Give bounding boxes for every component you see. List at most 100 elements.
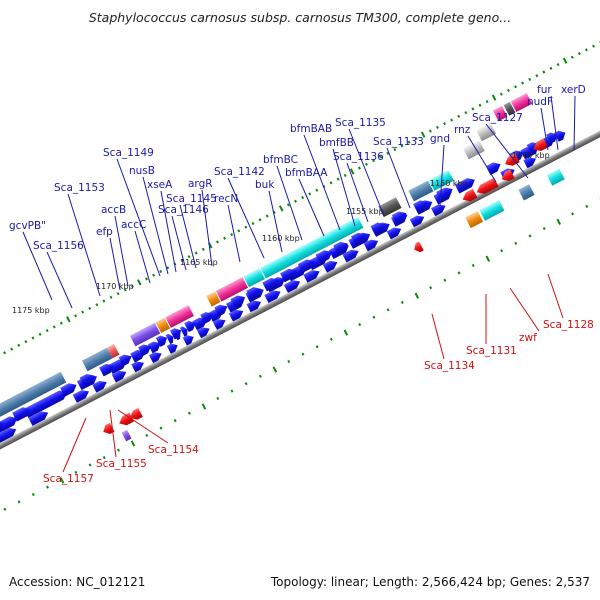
gene-arrow-forward[interactable] — [280, 266, 299, 283]
gene-label-top[interactable]: argR — [188, 178, 213, 190]
gene-arrow-forward[interactable] — [184, 319, 197, 333]
gene-arrow-forward[interactable] — [363, 237, 381, 252]
gene-arrow-forward[interactable] — [0, 414, 19, 441]
gene-arrow-reverse[interactable] — [117, 412, 134, 428]
feature-box[interactable] — [546, 168, 565, 186]
gene-arrow-forward[interactable] — [165, 332, 176, 345]
feature-box[interactable] — [378, 197, 402, 218]
gene-label-top[interactable]: Sca_1133 — [373, 136, 424, 148]
feature-box[interactable] — [121, 429, 132, 442]
gene-arrow-forward[interactable] — [147, 339, 163, 354]
gene-arrow-forward[interactable] — [228, 307, 246, 322]
gene-label-top[interactable]: xerD — [561, 84, 586, 96]
feature-box[interactable] — [463, 140, 485, 160]
gene-label-top[interactable]: Sca_1149 — [103, 147, 154, 159]
gene-arrow-forward[interactable] — [333, 239, 350, 255]
feature-box[interactable] — [510, 93, 533, 113]
gene-arrow-forward[interactable] — [246, 284, 263, 300]
feature-box[interactable] — [165, 305, 194, 328]
gene-label-top[interactable]: nudF — [527, 96, 553, 108]
gene-arrow-forward[interactable] — [155, 333, 169, 347]
gene-arrow-forward[interactable] — [454, 175, 477, 194]
gene-arrow-forward[interactable] — [182, 333, 196, 346]
gene-label-top[interactable]: rnz — [454, 124, 471, 136]
gene-label-top[interactable]: Sca_1142 — [214, 166, 265, 178]
gene-arrow-forward[interactable] — [111, 368, 129, 383]
feature-box[interactable] — [81, 347, 113, 372]
gene-label-top[interactable]: bfmBC — [263, 154, 298, 166]
gene-label-top[interactable]: efp — [96, 226, 113, 238]
gene-arrow-forward[interactable] — [342, 247, 360, 263]
feature-box[interactable] — [408, 180, 434, 202]
gene-arrow-reverse[interactable] — [101, 422, 115, 436]
feature-box[interactable] — [503, 101, 516, 116]
feature-box[interactable] — [215, 277, 249, 302]
gene-label-top[interactable]: Sca_1156 — [33, 240, 84, 252]
gene-label-top[interactable]: Sca_1146 — [158, 204, 209, 216]
gene-label-bottom[interactable]: zwf — [519, 332, 537, 344]
feature-box[interactable] — [155, 317, 171, 333]
gene-arrow-forward[interactable] — [23, 388, 69, 418]
gene-label-top[interactable]: Sca_1136 — [333, 151, 384, 163]
gene-arrow-forward[interactable] — [391, 209, 409, 225]
gene-label-top[interactable]: fur — [537, 84, 552, 96]
gene-label-bottom[interactable]: Sca_1134 — [424, 360, 475, 372]
gene-arrow-forward[interactable] — [196, 325, 212, 339]
gene-arrow-forward[interactable] — [148, 350, 164, 364]
gene-arrow-forward[interactable] — [409, 213, 427, 228]
gene-arrow-reverse[interactable] — [128, 408, 143, 422]
gene-arrow-forward[interactable] — [262, 275, 281, 292]
gene-label-top[interactable]: bfmBAB — [290, 123, 332, 135]
feature-box[interactable] — [492, 106, 508, 122]
feature-box[interactable] — [465, 211, 484, 229]
gene-arrow-reverse[interactable] — [412, 241, 424, 255]
gene-arrow-forward[interactable] — [322, 258, 340, 273]
gene-arrow-reverse[interactable] — [460, 188, 478, 204]
gene-label-top[interactable]: gnd — [430, 133, 450, 145]
gene-label-top[interactable]: Sca_1153 — [54, 182, 105, 194]
gene-label-top[interactable]: bmfBB — [319, 137, 354, 149]
gene-arrow-forward[interactable] — [523, 155, 538, 169]
gene-arrow-forward[interactable] — [99, 361, 116, 377]
gene-label-top[interactable]: gcvPB" — [9, 220, 46, 232]
gene-arrow-forward[interactable] — [370, 220, 388, 236]
gene-arrow-forward[interactable] — [230, 293, 247, 309]
gene-arrow-forward[interactable] — [554, 128, 567, 142]
gene-arrow-reverse[interactable] — [499, 169, 515, 183]
feature-box[interactable] — [518, 184, 535, 201]
gene-label-top[interactable]: buk — [255, 179, 275, 191]
gene-arrow-forward[interactable] — [28, 409, 50, 426]
gene-arrow-forward[interactable] — [60, 380, 79, 397]
feature-box[interactable] — [260, 217, 364, 279]
feature-box[interactable] — [479, 199, 505, 221]
gene-arrow-forward[interactable] — [303, 267, 321, 283]
gene-label-bottom[interactable]: Sca_1157 — [43, 473, 94, 485]
gene-label-bottom[interactable]: Sca_1154 — [148, 444, 199, 456]
gene-label-top[interactable]: nusB — [129, 165, 155, 177]
gene-arrow-forward[interactable] — [386, 225, 404, 240]
gene-arrow-forward[interactable] — [212, 316, 228, 330]
gene-label-top[interactable]: Sca_1127 — [472, 112, 523, 124]
gene-arrow-forward[interactable] — [200, 309, 215, 324]
gene-arrow-forward[interactable] — [170, 326, 183, 340]
feature-box[interactable] — [206, 291, 221, 307]
gene-arrow-forward[interactable] — [297, 257, 317, 273]
gene-arrow-forward[interactable] — [214, 302, 229, 317]
gene-label-top[interactable]: accB — [101, 204, 126, 216]
gene-arrow-forward[interactable] — [413, 198, 430, 213]
gene-arrow-reverse[interactable] — [531, 138, 549, 153]
gene-label-top[interactable]: recN — [214, 193, 238, 205]
gene-arrow-forward[interactable] — [264, 288, 282, 304]
gene-arrow-forward[interactable] — [179, 325, 190, 337]
gene-arrow-forward[interactable] — [485, 160, 503, 176]
gene-label-bottom[interactable]: Sca_1128 — [543, 319, 594, 331]
gene-arrow-forward[interactable] — [546, 130, 559, 144]
gene-label-top[interactable]: Sca_1145 — [166, 193, 217, 205]
gene-arrow-forward[interactable] — [0, 425, 18, 445]
gene-label-top[interactable]: bfmBAA — [285, 167, 328, 179]
gene-arrow-forward[interactable] — [79, 371, 97, 387]
gene-arrow-forward[interactable] — [12, 404, 33, 422]
feature-box[interactable] — [476, 123, 497, 142]
feature-box[interactable] — [0, 371, 67, 438]
gene-label-bottom[interactable]: Sca_1155 — [96, 458, 147, 470]
